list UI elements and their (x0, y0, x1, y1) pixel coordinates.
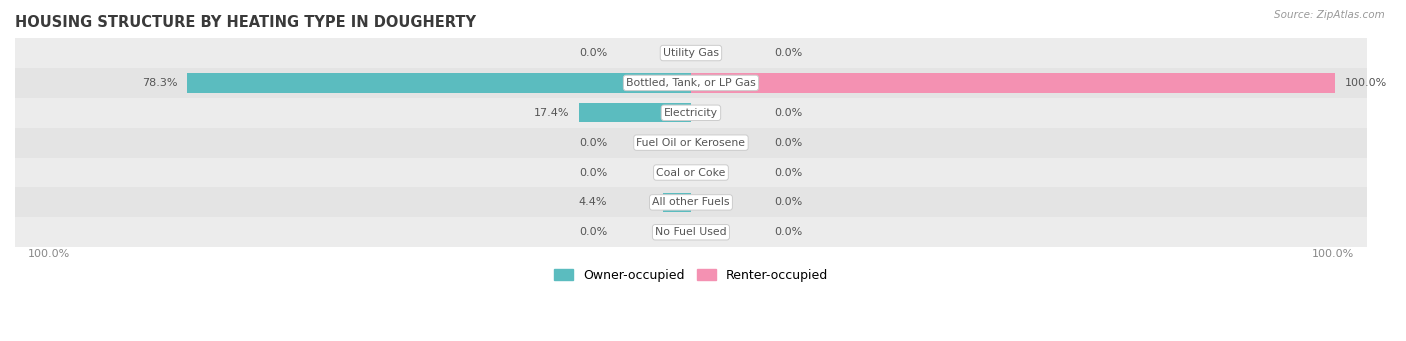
Text: 0.0%: 0.0% (775, 48, 803, 58)
Bar (187, 73, 690, 93)
Text: Coal or Coke: Coal or Coke (657, 167, 725, 178)
Bar (15, 217, 1367, 247)
Text: 0.0%: 0.0% (775, 227, 803, 237)
Bar (15, 188, 1367, 217)
Bar (579, 103, 690, 122)
Bar (15, 158, 1367, 188)
Text: 0.0%: 0.0% (775, 167, 803, 178)
Text: No Fuel Used: No Fuel Used (655, 227, 727, 237)
Text: 0.0%: 0.0% (775, 197, 803, 207)
Bar (690, 73, 1334, 93)
Text: 0.0%: 0.0% (579, 138, 607, 148)
Text: 17.4%: 17.4% (534, 108, 569, 118)
Text: 0.0%: 0.0% (579, 227, 607, 237)
Text: 0.0%: 0.0% (579, 167, 607, 178)
Text: 100.0%: 100.0% (28, 249, 70, 259)
Text: 0.0%: 0.0% (579, 48, 607, 58)
Text: 78.3%: 78.3% (142, 78, 177, 88)
Bar (15, 68, 1367, 98)
Text: All other Fuels: All other Fuels (652, 197, 730, 207)
Bar (15, 128, 1367, 158)
Text: Bottled, Tank, or LP Gas: Bottled, Tank, or LP Gas (626, 78, 756, 88)
Text: 100.0%: 100.0% (1312, 249, 1354, 259)
Text: 0.0%: 0.0% (775, 108, 803, 118)
Text: Utility Gas: Utility Gas (664, 48, 718, 58)
Text: 0.0%: 0.0% (775, 138, 803, 148)
Bar (662, 193, 690, 212)
Bar (15, 38, 1367, 68)
Text: Source: ZipAtlas.com: Source: ZipAtlas.com (1274, 10, 1385, 20)
Text: 100.0%: 100.0% (1344, 78, 1386, 88)
Text: HOUSING STRUCTURE BY HEATING TYPE IN DOUGHERTY: HOUSING STRUCTURE BY HEATING TYPE IN DOU… (15, 15, 477, 30)
Text: Electricity: Electricity (664, 108, 718, 118)
Legend: Owner-occupied, Renter-occupied: Owner-occupied, Renter-occupied (550, 264, 832, 287)
Bar (15, 98, 1367, 128)
Text: Fuel Oil or Kerosene: Fuel Oil or Kerosene (637, 138, 745, 148)
Text: 4.4%: 4.4% (579, 197, 607, 207)
